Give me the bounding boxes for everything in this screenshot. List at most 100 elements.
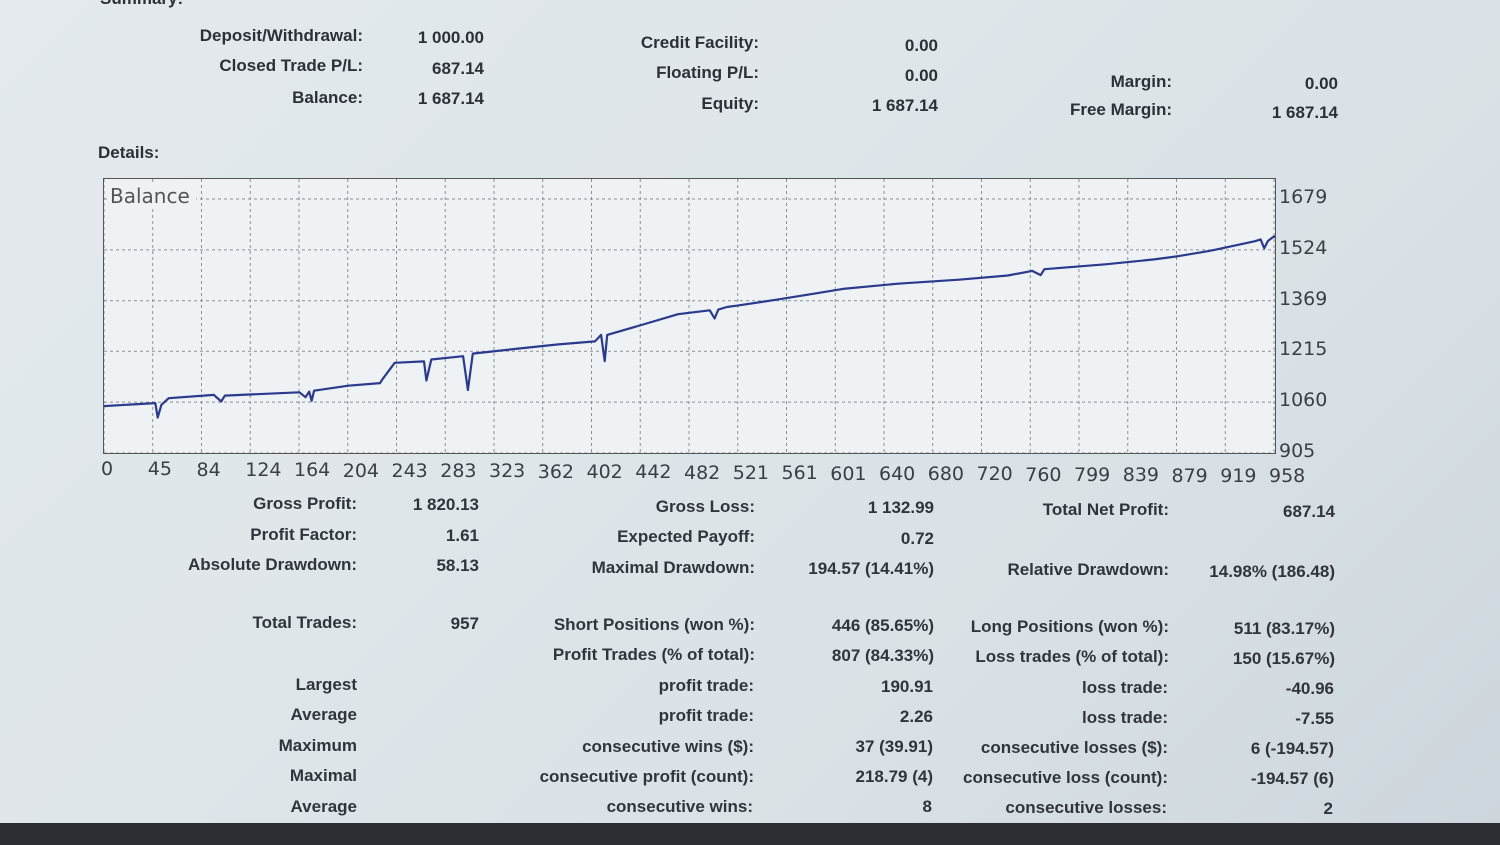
avg-consecutive-losses-value: 2: [1323, 799, 1333, 818]
x-tick-label: 680: [927, 463, 965, 486]
profit-factor-label: Profit Factor:: [250, 525, 357, 544]
x-tick-label: 402: [586, 461, 623, 483]
x-tick-label: 45: [147, 458, 172, 481]
x-tick-label: 561: [781, 462, 818, 485]
expected-payoff-label: Expected Payoff:: [617, 527, 755, 546]
credit-facility-label: Credit Facility:: [640, 33, 759, 52]
summary-heading: Summary:: [100, 0, 183, 9]
x-tick-label: 958: [1269, 465, 1306, 488]
x-tick-label: 0: [101, 458, 114, 480]
average-consecutive-label: Average: [290, 797, 357, 816]
largest-loss-label: loss trade:: [1082, 678, 1168, 697]
balance-chart: Balance: [103, 178, 1276, 454]
largest-profit-value: 190.91: [881, 677, 933, 696]
x-tick-label: 839: [1122, 464, 1160, 487]
x-tick-label: 124: [245, 458, 282, 481]
maximal-consecutive-loss-value: -194.57 (6): [1250, 769, 1334, 788]
absolute-drawdown-value: 58.13: [436, 556, 479, 575]
short-positions-value: 446 (85.65%): [831, 616, 934, 635]
balance-chart-plot: [104, 179, 1275, 453]
deposit-value: 1 000.00: [417, 28, 484, 47]
chart-title: Balance: [110, 184, 196, 208]
maximal-consecutive-profit-value: 218.79 (4): [855, 767, 934, 786]
x-tick-label: 442: [635, 461, 672, 484]
largest-label: Largest: [295, 675, 357, 694]
x-tick-label: 879: [1171, 464, 1208, 487]
x-tick-label: 482: [684, 461, 721, 484]
loss-trades-label: Loss trades (% of total):: [975, 647, 1169, 666]
floating-pl-value: 0.00: [904, 66, 938, 85]
equity-label: Equity:: [701, 94, 759, 113]
x-tick-label: 243: [391, 459, 428, 482]
expected-payoff-value: 0.72: [900, 529, 934, 548]
long-positions-value: 511 (83.17%): [1233, 619, 1335, 638]
x-tick-label: 720: [976, 463, 1013, 486]
profit-trades-label: Profit Trades (% of total):: [552, 645, 755, 664]
x-tick-label: 601: [830, 462, 867, 485]
gross-loss-label: Gross Loss:: [655, 497, 755, 516]
deposit-label: Deposit/Withdrawal:: [199, 26, 363, 45]
largest-loss-value: -40.96: [1285, 679, 1334, 698]
details-heading: Details:: [98, 143, 160, 162]
avg-consecutive-wins-label: consecutive wins:: [606, 797, 753, 816]
profit-factor-value: 1.61: [445, 526, 479, 545]
y-tick-label: 1060: [1279, 389, 1328, 412]
max-consecutive-losses-label: consecutive losses ($):: [980, 738, 1168, 757]
average-profit-value: 2.26: [899, 707, 933, 726]
average-profit-label: profit trade:: [658, 706, 754, 725]
avg-consecutive-wins-value: 8: [922, 797, 932, 816]
y-tick-label: 1679: [1279, 186, 1328, 209]
x-tick-label: 283: [440, 460, 477, 483]
closed-trade-label: Closed Trade P/L:: [219, 56, 363, 75]
gross-profit-label: Gross Profit:: [253, 494, 357, 513]
y-tick-label: 1215: [1279, 338, 1328, 361]
closed-trade-value: 687.14: [432, 59, 484, 78]
gross-profit-value: 1 820.13: [412, 495, 479, 514]
max-consecutive-losses-value: 6 (-194.57): [1250, 739, 1334, 758]
x-tick-label: 323: [489, 460, 526, 483]
credit-facility-value: 0.00: [904, 36, 938, 55]
max-consecutive-wins-label: consecutive wins ($):: [582, 737, 754, 756]
average-loss-label: loss trade:: [1082, 708, 1168, 727]
y-tick-label: 1524: [1279, 236, 1328, 259]
total-net-profit-value: 687.14: [1283, 502, 1335, 521]
maximal-drawdown-label: Maximal Drawdown:: [591, 558, 755, 577]
x-tick-label: 84: [196, 458, 221, 481]
x-tick-label: 204: [342, 459, 380, 482]
loss-trades-value: 150 (15.67%): [1232, 649, 1335, 668]
x-tick-label: 799: [1074, 464, 1111, 486]
monitor-bezel: [0, 823, 1500, 845]
x-tick-label: 760: [1025, 463, 1062, 486]
margin-value: 0.00: [1304, 74, 1338, 93]
x-tick-label: 521: [732, 461, 770, 484]
x-tick-label: 164: [294, 459, 331, 482]
maximal-label: Maximal: [289, 766, 357, 785]
total-trades-label: Total Trades:: [252, 613, 357, 632]
total-net-profit-label: Total Net Profit:: [1042, 500, 1169, 519]
maximal-drawdown-value: 194.57 (14.41%): [808, 559, 934, 578]
free-margin-label: Free Margin:: [1069, 100, 1172, 119]
maximal-consecutive-profit-label: consecutive profit (count):: [539, 767, 754, 786]
relative-drawdown-value: 14.98% (186.48): [1209, 562, 1335, 581]
balance-value: 1 687.14: [417, 89, 484, 108]
maximum-label: Maximum: [278, 736, 357, 755]
largest-profit-label: profit trade:: [658, 676, 754, 695]
balance-series-line: [104, 235, 1275, 419]
average-loss-value: -7.55: [1295, 709, 1334, 728]
average-label: Average: [290, 705, 357, 724]
maximal-consecutive-loss-label: consecutive loss (count):: [963, 768, 1168, 787]
margin-label: Margin:: [1110, 72, 1172, 91]
avg-consecutive-losses-label: consecutive losses:: [1005, 798, 1167, 817]
x-tick-label: 919: [1220, 464, 1257, 487]
x-tick-label: 362: [537, 460, 575, 483]
short-positions-label: Short Positions (won %):: [553, 615, 755, 634]
profit-trades-value: 807 (84.33%): [831, 646, 934, 665]
floating-pl-label: Floating P/L:: [656, 63, 759, 82]
relative-drawdown-label: Relative Drawdown:: [1007, 560, 1169, 579]
absolute-drawdown-label: Absolute Drawdown:: [187, 555, 357, 574]
gross-loss-value: 1 132.99: [867, 498, 934, 517]
x-tick-label: 640: [879, 462, 916, 485]
balance-label: Balance:: [292, 88, 363, 107]
long-positions-label: Long Positions (won %):: [970, 617, 1169, 636]
max-consecutive-wins-value: 37 (39.91): [855, 737, 934, 756]
